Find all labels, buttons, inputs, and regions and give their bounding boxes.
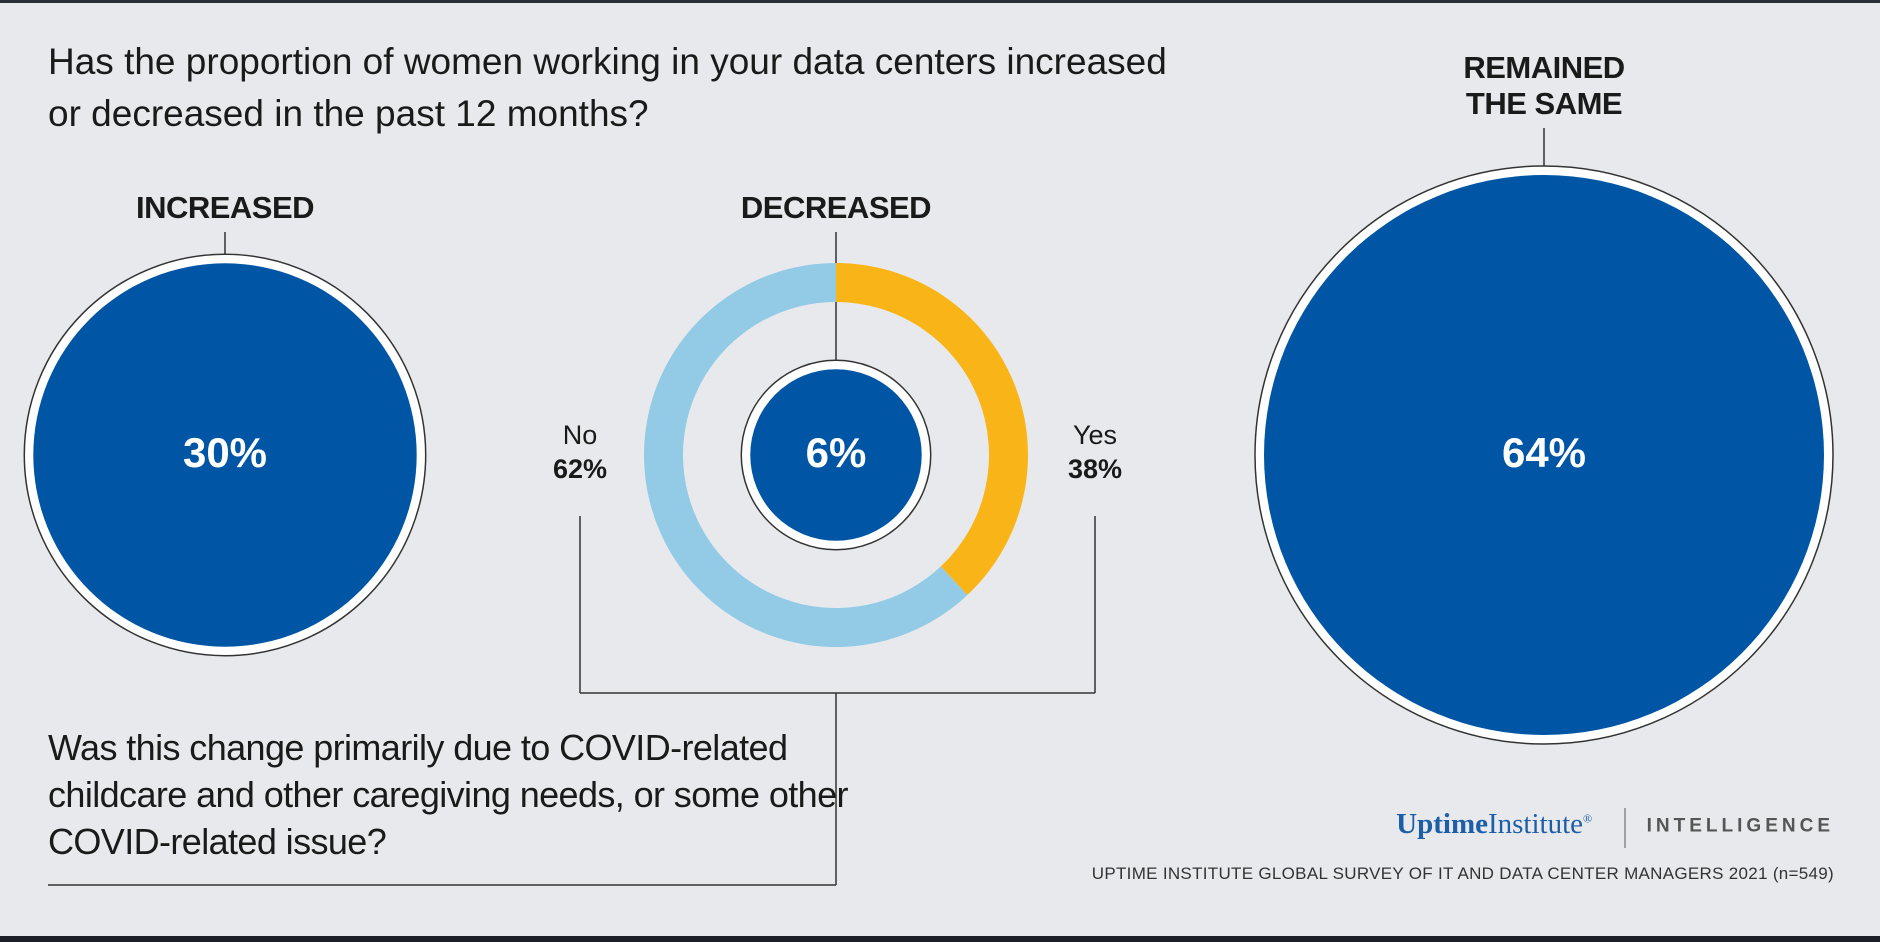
segment-name: No xyxy=(562,420,598,450)
brand-suffix: Institute xyxy=(1487,808,1584,840)
brand-logo: UptimeInstitute® INTELLIGENCE xyxy=(1396,808,1834,841)
bubble xyxy=(1264,175,1824,735)
segment-value-label: 38% xyxy=(1067,454,1123,484)
bubble-category-label: REMAINED THE SAME xyxy=(1463,50,1625,121)
bubble xyxy=(750,369,922,541)
bubble-value-label: 30% xyxy=(182,429,268,476)
brand-division: INTELLIGENCE xyxy=(1646,815,1834,837)
donut-segment xyxy=(836,263,1028,595)
question-title: Has the proportion of women working in y… xyxy=(48,41,1167,134)
bottom-border xyxy=(0,936,1880,942)
follow-up-question: Was this change primarily due to COVID-r… xyxy=(48,727,848,862)
top-border xyxy=(0,0,1880,3)
segment-value-label: 62% xyxy=(552,454,608,484)
bubble-category-label: INCREASED xyxy=(135,190,315,225)
bubble-category-label: DECREASED xyxy=(740,190,932,225)
bubble-value-label: 64% xyxy=(1501,429,1587,476)
segment-name: Yes xyxy=(1072,420,1118,450)
donut-segment xyxy=(644,263,968,647)
bubble-value-label: 6% xyxy=(805,429,867,476)
source-note: UPTIME INSTITUTE GLOBAL SURVEY OF IT AND… xyxy=(1091,864,1834,883)
donut-segment-label: Yes 38% xyxy=(1015,418,1175,486)
brand-name: Uptime xyxy=(1396,808,1488,840)
bubble xyxy=(33,263,417,647)
brand-mark: ® xyxy=(1583,811,1593,826)
donut-segment-label: No 62% xyxy=(500,418,660,486)
